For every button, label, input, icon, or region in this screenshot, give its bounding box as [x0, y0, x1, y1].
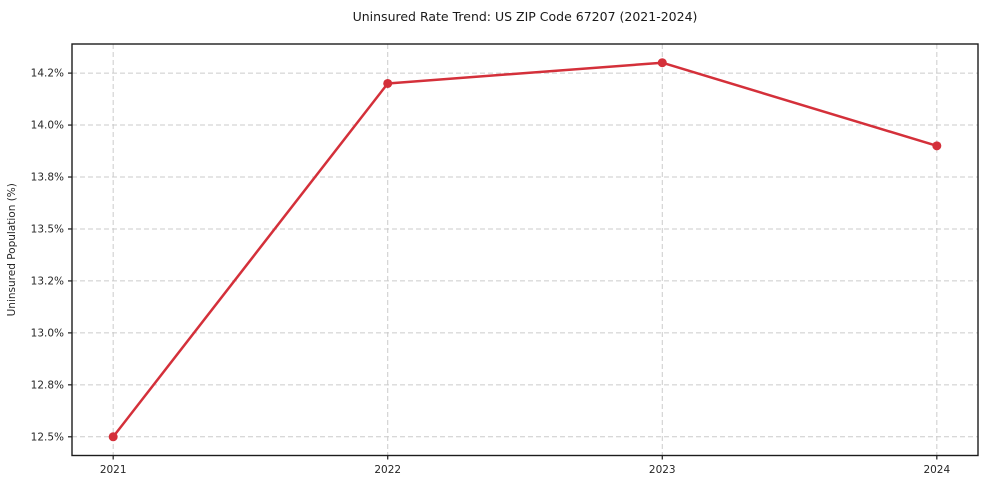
plot-border: [71, 43, 979, 457]
data-point-2022: [383, 78, 393, 88]
data-point-2021: [108, 432, 118, 442]
data-point-2024: [932, 141, 942, 151]
chart-title: Uninsured Rate Trend: US ZIP Code 67207 …: [353, 9, 698, 24]
x-tick-label: 2023: [649, 464, 676, 476]
grid: [72, 44, 978, 456]
y-tick-label: 12.5%: [31, 431, 64, 443]
y-tick-label: 12.8%: [31, 379, 64, 391]
y-tick-label: 14.0%: [31, 120, 64, 132]
y-tick-label: 13.0%: [31, 327, 64, 339]
trend-line: [111, 61, 939, 439]
y-axis-label: Uninsured Population (%): [6, 183, 18, 316]
y-tick-label: 13.2%: [31, 275, 64, 287]
x-tick-label: 2021: [100, 464, 127, 476]
y-tick-label: 13.8%: [31, 172, 64, 184]
y-tick-label: 14.2%: [31, 68, 64, 80]
x-tick-label: 2022: [374, 464, 401, 476]
axes: 12.5% 12.8% 13.0% 13.2% 13.5% 13.8% 14.0% 14.2%…: [31, 68, 951, 476]
data-point-2023: [657, 58, 667, 68]
y-tick-label: 13.5%: [31, 223, 64, 235]
x-tick-label: 2024: [923, 464, 950, 476]
